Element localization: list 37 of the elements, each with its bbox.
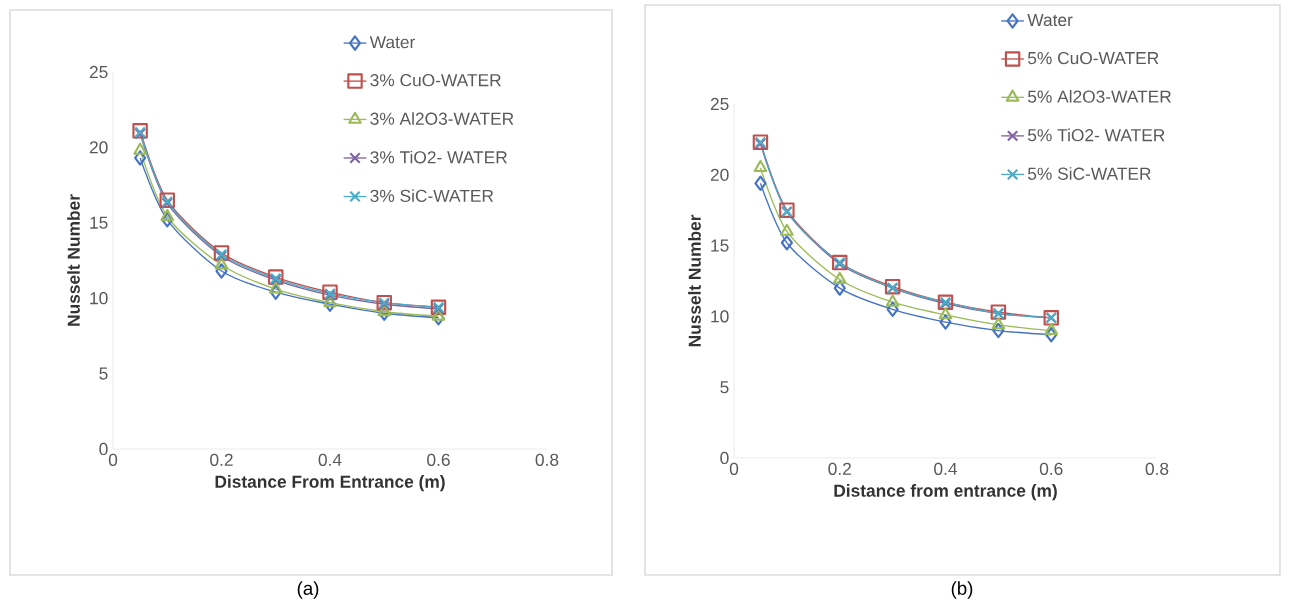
x-tick-label: 0.6 xyxy=(427,453,450,466)
y-axis-title: Nusselt Number xyxy=(67,194,80,326)
legend-label: Water xyxy=(1027,14,1073,27)
x-tick-label: 0.4 xyxy=(934,462,958,475)
y-tick-label: 10 xyxy=(90,292,108,305)
y-tick-label: 0 xyxy=(99,442,108,456)
y-tick-label: 20 xyxy=(89,141,108,154)
x-axis-title: Distance from entrance (m) xyxy=(834,484,1057,501)
legend-label: Water xyxy=(369,36,415,49)
legend-label: 3% Al2O3-WATER xyxy=(370,112,514,125)
legend-label: 3% SiC-WATER xyxy=(370,189,494,202)
y-tick-label: 10 xyxy=(711,310,729,323)
legend-label: 5% SiC-WATER xyxy=(1027,167,1151,180)
y-tick-label: 5 xyxy=(720,381,729,394)
y-tick-label: 15 xyxy=(711,239,729,252)
legend-label: 3% CuO-WATER xyxy=(370,74,501,87)
x-tick-label: 0.6 xyxy=(1039,462,1063,475)
y-tick-label: 20 xyxy=(710,168,729,181)
legend-label: 5% Al2O3-WATER xyxy=(1027,90,1171,103)
legend-label: 3% TiO2- WATER xyxy=(370,150,507,164)
x-axis-title: Distance From Entrance (m) xyxy=(215,475,445,492)
y-tick-label: 25 xyxy=(710,97,729,111)
x-tick-label: 0.2 xyxy=(210,453,233,466)
x-tick-label: 0 xyxy=(108,453,118,466)
y-tick-label: 15 xyxy=(90,216,108,229)
y-axis-title: Nusselt Number xyxy=(688,214,701,347)
x-tick-label: 0.2 xyxy=(828,462,851,475)
y-tick-label: 25 xyxy=(89,65,108,79)
x-tick-label: 0.8 xyxy=(535,453,559,466)
y-tick-label: 5 xyxy=(99,367,108,380)
x-tick-label: 0.8 xyxy=(1145,462,1169,475)
text: (a) xyxy=(297,581,319,599)
text: (b) xyxy=(951,581,973,599)
legend-label: 5% CuO-WATER xyxy=(1027,51,1159,65)
legend-label: 5% TiO2- WATER xyxy=(1027,128,1165,142)
x-tick-label: 0.4 xyxy=(318,453,342,466)
x-tick-label: 0 xyxy=(729,462,739,475)
